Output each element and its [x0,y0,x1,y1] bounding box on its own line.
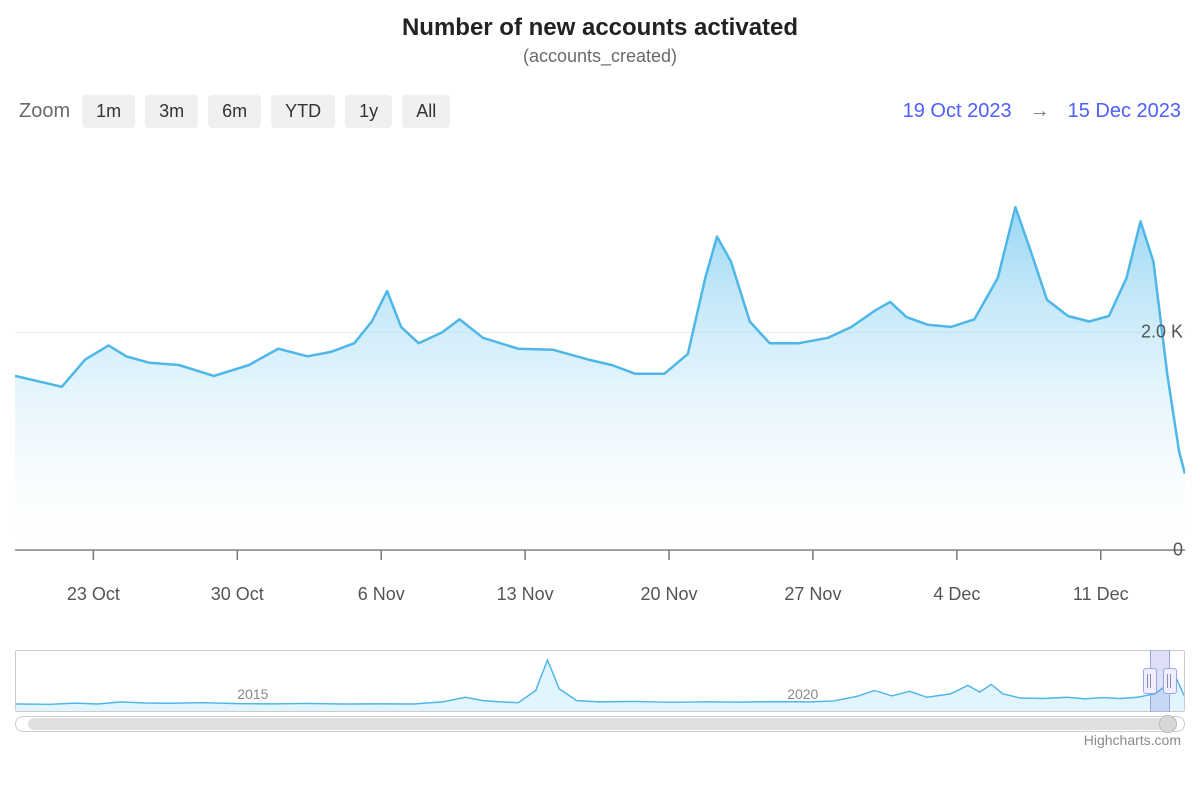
x-tick-label: 6 Nov [358,584,405,605]
zoom-label: Zoom [19,100,70,123]
x-tick-label: 30 Oct [211,584,264,605]
x-tick-label: 23 Oct [67,584,120,605]
x-axis-ticks: 23 Oct 30 Oct 6 Nov 13 Nov 20 Nov 27 Nov 4 Dec… [15,570,1185,610]
navigator-year-label: 2015 [237,686,268,702]
x-tick-label: 27 Nov [784,584,841,605]
navigator-scroll-knob[interactable] [1159,715,1177,733]
main-chart[interactable]: 0 2.0 K [15,150,1185,570]
zoom-all-button[interactable]: All [402,95,450,128]
zoom-6m-button[interactable]: 6m [208,95,261,128]
navigator-handle-right[interactable] [1163,668,1177,694]
zoom-3m-button[interactable]: 3m [145,95,198,128]
x-tick-label: 4 Dec [933,584,980,605]
range-from[interactable]: 19 Oct 2023 [903,100,1012,123]
credits-link[interactable]: Highcharts.com [15,732,1185,748]
range-arrow-icon: → [1030,100,1050,123]
x-tick-label: 13 Nov [497,584,554,605]
x-tick-label: 20 Nov [640,584,697,605]
y-tick-label: 0 [1173,540,1183,561]
zoom-ytd-button[interactable]: YTD [271,95,335,128]
range-to[interactable]: 15 Dec 2023 [1068,100,1181,123]
chart-subtitle: (accounts_created) [15,46,1185,67]
chart-toolbar: Zoom 1m 3m 6m YTD 1y All 19 Oct 2023 → 1… [15,95,1185,128]
x-tick-label: 11 Dec [1073,584,1129,605]
zoom-1y-button[interactable]: 1y [345,95,392,128]
navigator-scroll-thumb[interactable] [28,718,1169,730]
zoom-group: Zoom 1m 3m 6m YTD 1y All [19,95,450,128]
navigator-year-label: 2020 [787,686,818,702]
range-group: 19 Oct 2023 → 15 Dec 2023 [903,100,1181,123]
navigator-scrollbar[interactable] [15,716,1185,732]
zoom-1m-button[interactable]: 1m [82,95,135,128]
y-tick-label: 2.0 K [1141,322,1183,343]
navigator-handle-left[interactable] [1143,668,1157,694]
navigator[interactable]: 2015 2020 [15,650,1185,730]
chart-title: Number of new accounts activated [15,14,1185,42]
